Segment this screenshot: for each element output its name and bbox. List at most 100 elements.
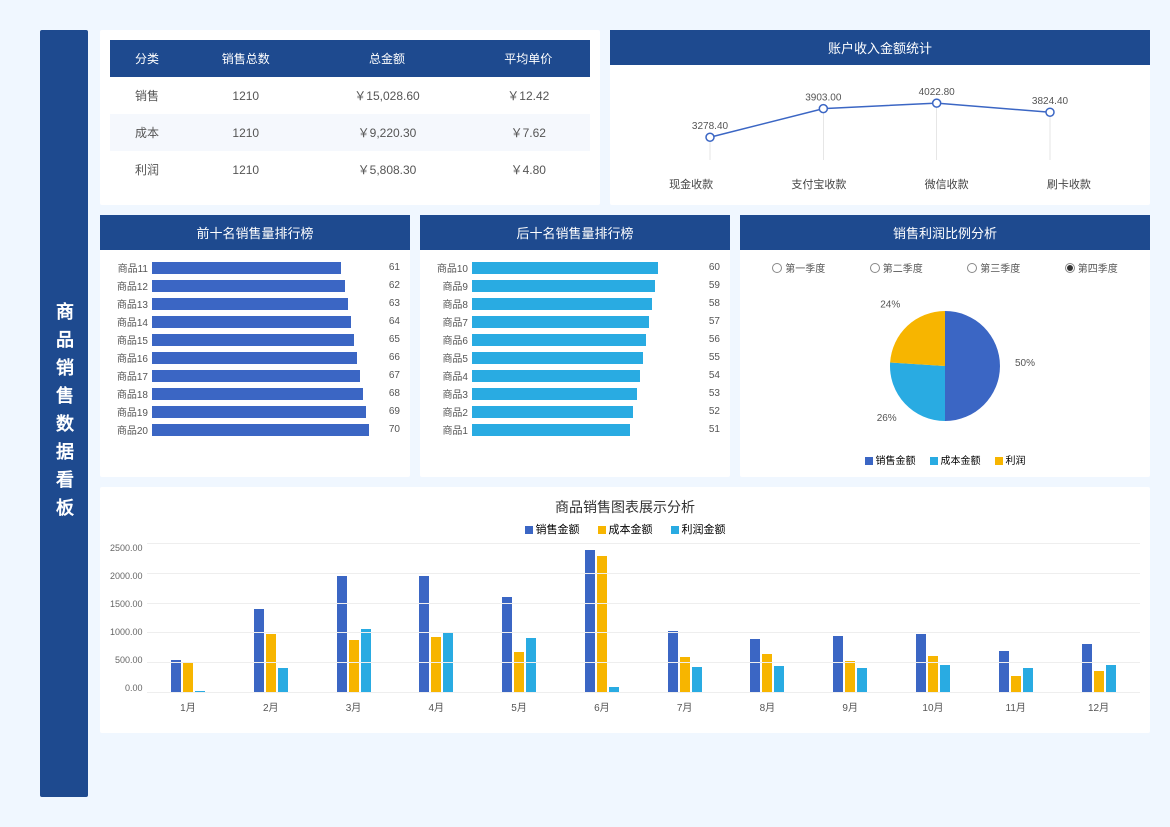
y-tick: 1500.00	[110, 599, 143, 609]
rank-label: 商品14	[110, 314, 152, 329]
quarter-radio[interactable]: 第一季度	[772, 260, 825, 275]
rank-row: 商品17 67	[110, 368, 400, 383]
rank-bar	[472, 352, 643, 364]
month-label: 8月	[726, 699, 809, 714]
bar	[266, 634, 276, 693]
rank-row: 商品454	[430, 368, 720, 383]
bar	[1094, 671, 1104, 693]
bar	[349, 640, 359, 693]
rank-bar	[152, 424, 369, 436]
y-tick: 2000.00	[110, 571, 143, 581]
table-cell: 1210	[184, 151, 307, 188]
legend-dot-icon	[865, 457, 873, 465]
rank-value: 59	[709, 280, 720, 291]
rank-value: 63	[389, 298, 400, 309]
bar	[361, 629, 371, 693]
line-chart-panel: 账户收入金额统计 3278.403903.004022.803824.40 现金…	[610, 30, 1150, 205]
quarter-radio[interactable]: 第四季度	[1065, 260, 1118, 275]
svg-text:50%: 50%	[1015, 358, 1035, 369]
rank-row: 商品2070	[110, 422, 400, 437]
bar	[833, 636, 843, 693]
summary-table: 分类销售总数总金额平均单价 销售1210￥15,028.60￥12.42成本12…	[110, 40, 590, 188]
table-cell: ￥7.62	[467, 114, 590, 151]
rank-row: 商品1262	[110, 278, 400, 293]
line-x-label: 支付宝收款	[791, 176, 846, 192]
legend-item: 销售金额	[865, 452, 916, 467]
row-3: 商品销售图表展示分析 销售金额成本金额利润金额 2500.002000.0015…	[100, 487, 1150, 733]
line-chart-x-labels: 现金收款支付宝收款微信收款刷卡收款	[630, 176, 1130, 192]
legend-item: 销售金额	[525, 521, 580, 537]
month-label: 6月	[560, 699, 643, 714]
pie-slice	[890, 362, 945, 420]
rank-label: 商品15	[110, 332, 152, 347]
rank-value: 52	[709, 406, 720, 417]
legend-item: 成本金额	[598, 521, 653, 537]
rank-label: 商品17	[110, 368, 152, 383]
month-group	[478, 543, 561, 693]
pie-panel: 销售利润比例分析 第一季度 第二季度 第三季度 第四季度 50%26%24% 销售金额…	[740, 215, 1150, 477]
svg-text:4022.80: 4022.80	[919, 87, 956, 98]
summary-table-panel: 分类销售总数总金额平均单价 销售1210￥15,028.60￥12.42成本12…	[100, 30, 600, 205]
line-x-label: 现金收款	[669, 176, 713, 192]
rank-label: 商品20	[110, 422, 152, 437]
rank-label: 商品4	[430, 368, 472, 383]
radio-label: 第一季度	[785, 260, 825, 275]
table-cell: ￥9,220.30	[307, 114, 466, 151]
bar	[254, 609, 264, 693]
month-label: 7月	[643, 699, 726, 714]
rank-value: 51	[709, 424, 720, 435]
bar	[514, 652, 524, 693]
month-label: 1月	[147, 699, 230, 714]
y-tick: 1000.00	[110, 627, 143, 637]
bar	[526, 638, 536, 693]
top10-panel: 前十名销售量排行榜 商品1161商品1262商品1363商品1464商品1565…	[100, 215, 410, 477]
bar	[845, 661, 855, 693]
month-group	[809, 543, 892, 693]
row-2: 前十名销售量排行榜 商品1161商品1262商品1363商品1464商品1565…	[100, 215, 1150, 477]
rank-bar	[152, 334, 354, 346]
legend-dot-icon	[525, 526, 533, 534]
grouped-bar-legend: 销售金额成本金额利润金额	[110, 521, 1140, 537]
pie-title: 销售利润比例分析	[740, 215, 1150, 250]
rank-bar	[472, 388, 637, 400]
bar	[597, 556, 607, 693]
rank-bar	[472, 298, 652, 310]
radio-icon	[967, 263, 977, 273]
legend-item: 利润	[995, 452, 1026, 467]
table-cell: ￥5,808.30	[307, 151, 466, 188]
bar	[585, 550, 595, 693]
grouped-bar-bars	[147, 543, 1140, 693]
bar	[183, 662, 193, 693]
month-label: 2月	[229, 699, 312, 714]
month-label: 11月	[974, 699, 1057, 714]
rank-label: 商品7	[430, 314, 472, 329]
y-tick: 0.00	[110, 683, 143, 693]
legend-dot-icon	[995, 457, 1003, 465]
row-1: 分类销售总数总金额平均单价 销售1210￥15,028.60￥12.42成本12…	[100, 30, 1150, 205]
rank-row: 商品1969	[110, 404, 400, 419]
rank-value: 66	[389, 352, 400, 363]
bar	[692, 667, 702, 693]
rank-bar	[152, 352, 357, 364]
bottom10-title: 后十名销售量排行榜	[420, 215, 730, 250]
rank-bar	[472, 334, 646, 346]
rank-label: 商品12	[110, 278, 152, 293]
month-label: 12月	[1057, 699, 1140, 714]
pie-slice	[890, 311, 945, 366]
rank-row: 商品151	[430, 422, 720, 437]
bar	[1011, 676, 1021, 693]
month-label: 4月	[395, 699, 478, 714]
quarter-radio[interactable]: 第二季度	[870, 260, 923, 275]
rank-bar	[152, 262, 341, 274]
legend-dot-icon	[671, 526, 679, 534]
month-group	[229, 543, 312, 693]
table-row: 销售1210￥15,028.60￥12.42	[110, 77, 590, 114]
pie-body: 50%26%24%	[750, 283, 1140, 448]
month-label: 5月	[478, 699, 561, 714]
quarter-radio[interactable]: 第三季度	[967, 260, 1020, 275]
rank-label: 商品9	[430, 278, 472, 293]
rank-value: 67	[389, 370, 400, 381]
rank-row: 商品858	[430, 296, 720, 311]
line-chart-body: 3278.403903.004022.803824.40 现金收款支付宝收款微信…	[630, 75, 1130, 195]
y-tick: 2500.00	[110, 543, 143, 553]
